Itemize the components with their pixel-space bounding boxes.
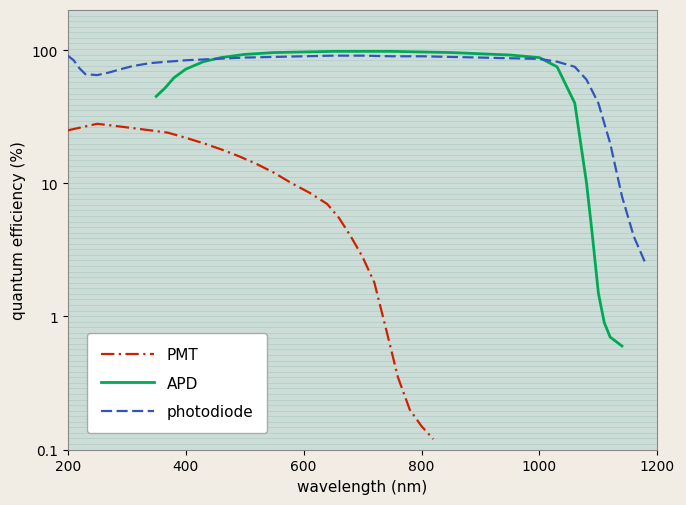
photodiode	[571, 65, 579, 71]
photodiode	[105, 70, 113, 76]
APD	[447, 50, 455, 57]
photodiode	[69, 58, 78, 64]
Line: PMT: PMT	[68, 125, 434, 439]
APD	[300, 50, 308, 56]
Y-axis label: quantum efficiency (%): quantum efficiency (%)	[11, 141, 26, 320]
photodiode	[241, 56, 249, 62]
APD	[553, 65, 561, 71]
PMT	[346, 234, 355, 240]
PMT	[111, 124, 119, 130]
photodiode	[358, 54, 366, 60]
photodiode	[164, 60, 172, 66]
photodiode	[630, 234, 638, 240]
PMT	[358, 255, 366, 261]
photodiode	[75, 66, 84, 72]
PMT	[382, 327, 390, 333]
Line: photodiode: photodiode	[68, 57, 646, 264]
APD	[152, 94, 161, 100]
photodiode	[329, 54, 338, 60]
PMT	[429, 436, 438, 442]
PMT	[199, 141, 207, 147]
APD	[199, 60, 207, 66]
PMT	[93, 122, 102, 128]
APD	[506, 53, 514, 59]
PMT	[217, 147, 225, 153]
photodiode	[270, 55, 279, 61]
PMT	[335, 216, 343, 222]
PMT	[305, 190, 314, 196]
APD	[241, 52, 249, 58]
photodiode	[211, 57, 220, 63]
photodiode	[506, 56, 514, 62]
photodiode	[535, 57, 543, 63]
PMT	[235, 154, 243, 160]
Legend: PMT, APD, photodiode: PMT, APD, photodiode	[87, 333, 267, 433]
photodiode	[606, 141, 614, 147]
APD	[217, 56, 225, 62]
photodiode	[146, 61, 154, 67]
APD	[417, 50, 425, 56]
PMT	[182, 135, 190, 141]
photodiode	[476, 56, 484, 62]
PMT	[128, 126, 137, 132]
photodiode	[594, 101, 602, 107]
photodiode	[641, 261, 650, 267]
photodiode	[93, 73, 102, 79]
APD	[589, 234, 597, 240]
photodiode	[64, 54, 72, 60]
PMT	[405, 407, 414, 413]
APD	[182, 67, 190, 73]
PMT	[323, 201, 331, 208]
photodiode	[582, 78, 591, 84]
photodiode	[388, 54, 396, 60]
photodiode	[128, 64, 137, 70]
photodiode	[618, 194, 626, 200]
photodiode	[82, 72, 90, 78]
PMT	[394, 374, 402, 380]
APD	[358, 49, 366, 55]
photodiode	[417, 54, 425, 60]
PMT	[252, 162, 261, 168]
PMT	[146, 128, 154, 134]
photodiode	[182, 58, 190, 64]
APD	[388, 49, 396, 55]
APD	[535, 56, 543, 62]
APD	[161, 86, 169, 92]
APD	[582, 181, 591, 187]
APD	[476, 52, 484, 58]
PMT	[370, 280, 379, 286]
PMT	[287, 181, 296, 187]
photodiode	[117, 67, 125, 73]
photodiode	[300, 54, 308, 60]
APD	[606, 334, 614, 340]
APD	[594, 290, 602, 296]
Line: APD: APD	[156, 52, 622, 346]
APD	[329, 49, 338, 55]
PMT	[164, 130, 172, 136]
photodiode	[553, 60, 561, 66]
APD	[270, 50, 279, 57]
PMT	[270, 170, 279, 176]
PMT	[417, 423, 425, 429]
APD	[169, 76, 178, 82]
X-axis label: wavelength (nm): wavelength (nm)	[298, 479, 427, 494]
PMT	[64, 128, 72, 134]
APD	[600, 320, 608, 326]
photodiode	[447, 55, 455, 61]
APD	[571, 101, 579, 107]
APD	[618, 343, 626, 349]
